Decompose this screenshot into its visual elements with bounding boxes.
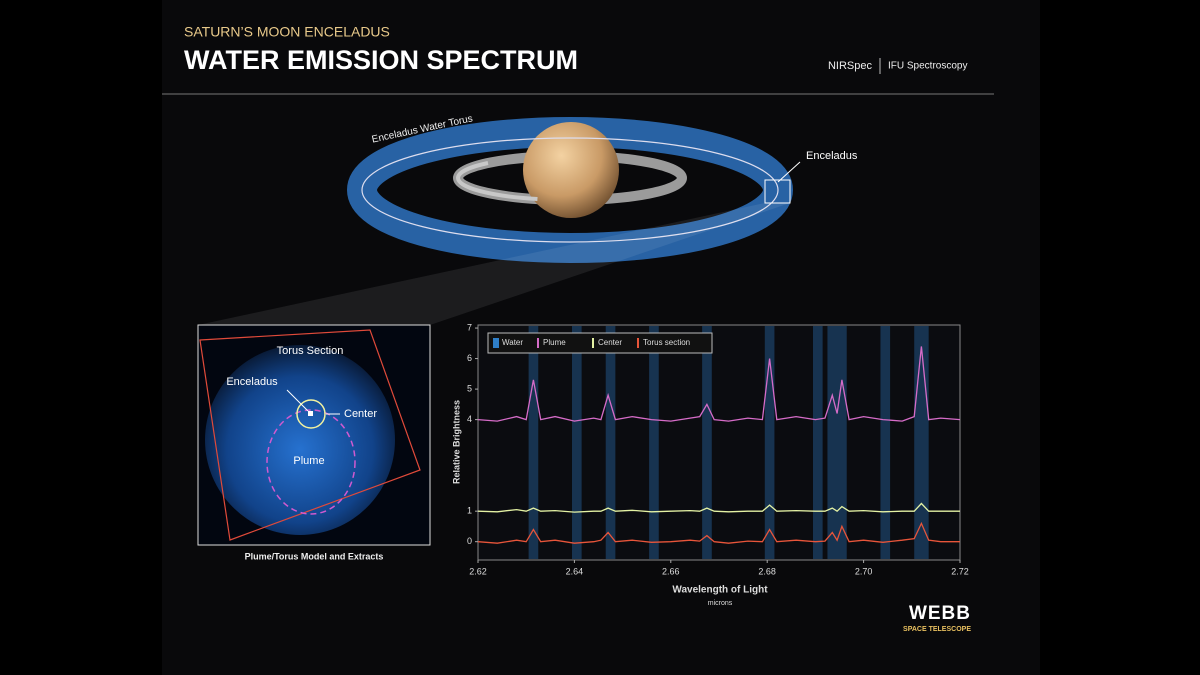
y-tick-label: 7 — [467, 322, 472, 332]
water-band — [812, 326, 823, 559]
moon-label: Enceladus — [806, 150, 858, 162]
legend-label: Water — [502, 338, 523, 347]
inset-caption: Plume/Torus Model and Extracts — [245, 551, 384, 561]
logo-tagline: SPACE TELESCOPE — [903, 626, 971, 633]
x-tick-label: 2.62 — [469, 566, 487, 576]
y-tick-label: 1 — [467, 506, 472, 516]
plume-outline — [266, 409, 356, 515]
plume-glow — [205, 345, 395, 535]
water-band — [702, 326, 712, 559]
title: WATER EMISSION SPECTRUM — [184, 45, 578, 75]
mode: IFU Spectroscopy — [888, 61, 967, 72]
orbit — [361, 137, 779, 243]
legend-box — [487, 332, 713, 354]
instrument: NIRSpec — [828, 60, 873, 72]
y-tick-label: 0 — [467, 536, 472, 546]
leader — [777, 161, 801, 183]
moon-dot — [308, 411, 313, 416]
saturn — [523, 122, 619, 218]
rings-front — [456, 154, 684, 202]
x-tick-label: 2.72 — [951, 566, 969, 576]
torus-box — [199, 329, 421, 541]
legend-label: Torus section — [643, 338, 690, 347]
series-line — [477, 346, 961, 422]
inset-label: Enceladus — [226, 376, 278, 388]
water-band — [649, 326, 659, 559]
x-unit: microns — [708, 600, 733, 607]
zoom-cone — [198, 203, 790, 325]
water-band — [764, 326, 775, 559]
water-band — [827, 326, 847, 559]
y-tick-label: 6 — [467, 353, 472, 363]
x-tick-label: 2.64 — [566, 566, 584, 576]
y-axis-label: Relative Brightness — [451, 400, 461, 484]
y-tick-label: 5 — [467, 383, 472, 393]
center-circle — [296, 399, 326, 429]
x-tick-label: 2.68 — [758, 566, 776, 576]
moon-box — [764, 179, 791, 204]
x-tick-label: 2.70 — [855, 566, 873, 576]
legend-label: Center — [598, 338, 622, 347]
leader — [286, 389, 309, 412]
kicker: SATURN’S MOON ENCELADUS — [184, 24, 390, 40]
series-line — [477, 521, 960, 544]
x-tick-label: 2.66 — [662, 566, 680, 576]
logo: WEBB — [909, 603, 971, 624]
water-band — [571, 326, 582, 559]
inset-label: Center — [344, 408, 377, 420]
series-line — [477, 502, 960, 513]
inset-label: Torus Section — [277, 345, 344, 357]
water-band — [880, 326, 891, 559]
legend-label: Plume — [543, 338, 566, 347]
inset-label: Plume — [293, 455, 324, 467]
plot-area — [477, 324, 961, 561]
water-band — [528, 326, 539, 559]
water-band — [605, 326, 616, 559]
y-tick-label: 4 — [467, 414, 472, 424]
legend-swatch — [493, 338, 499, 348]
x-axis-label: Wavelength of Light — [672, 585, 768, 596]
